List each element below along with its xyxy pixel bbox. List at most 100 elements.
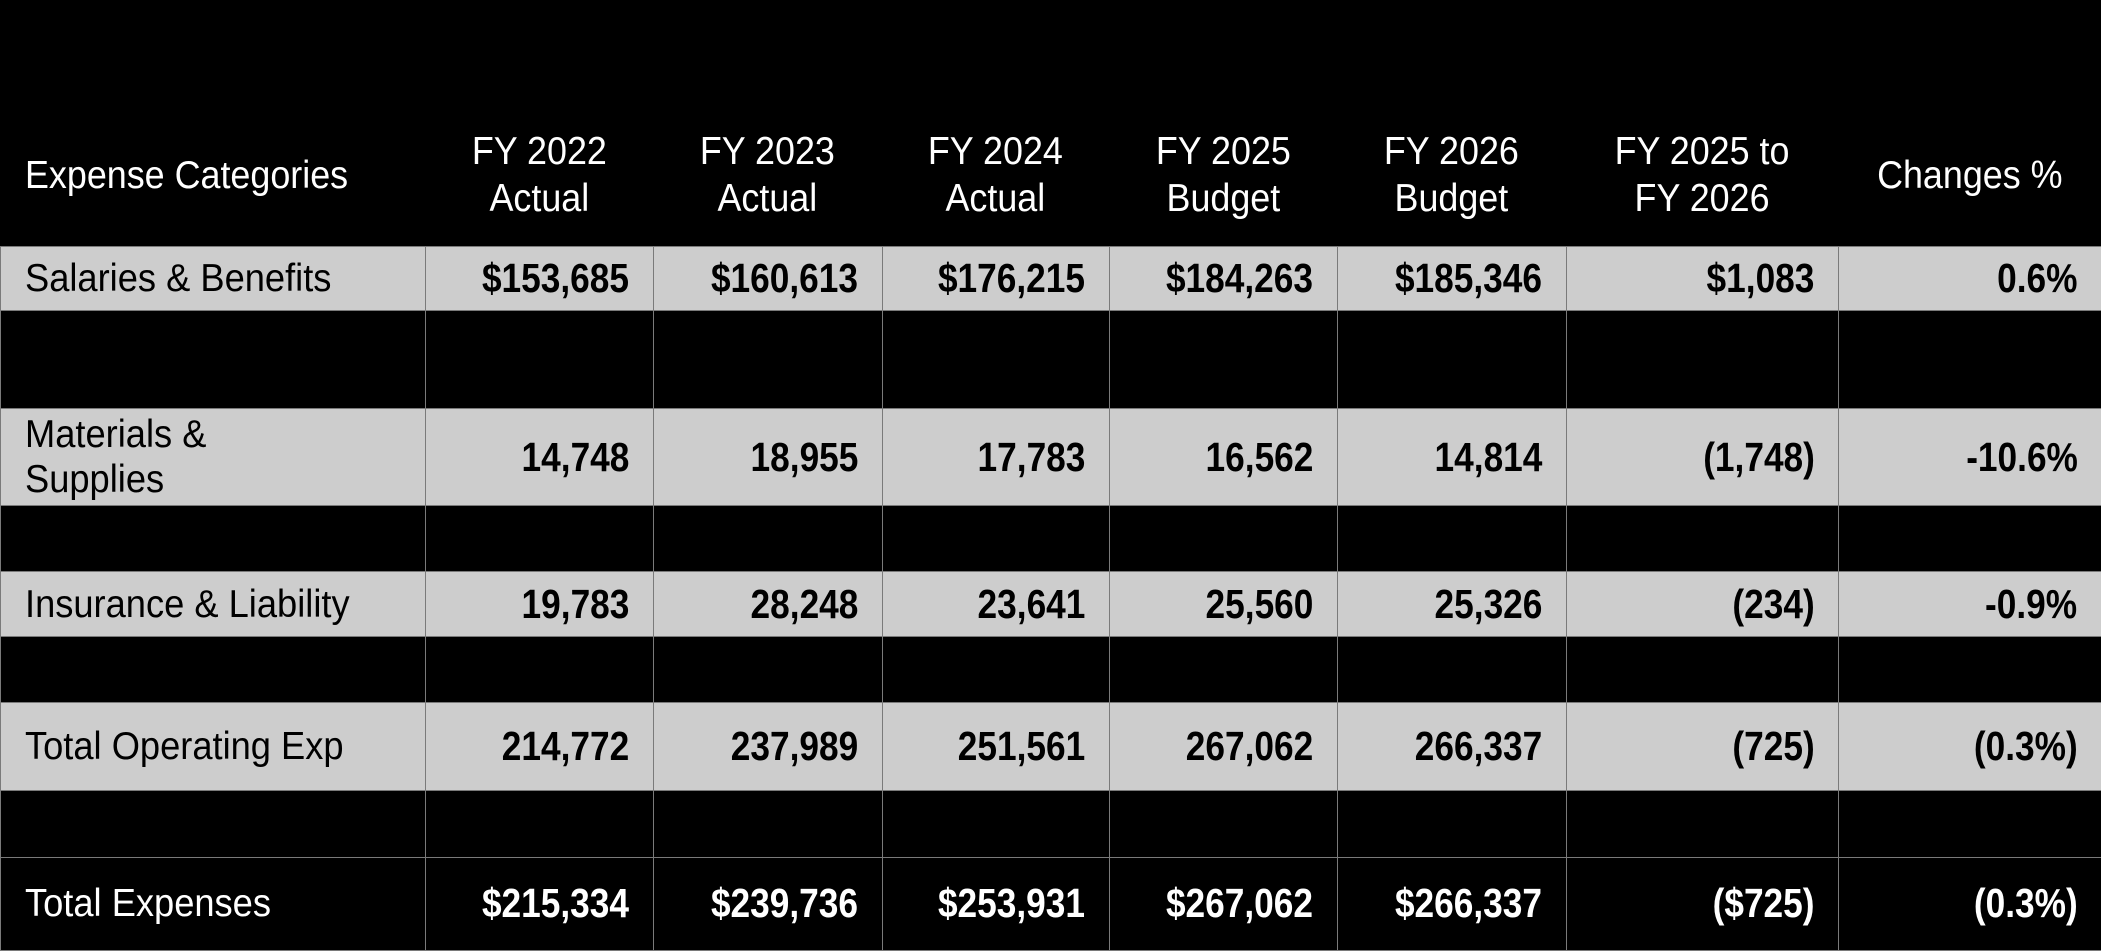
value-cell: -0.9% [1838, 571, 2101, 638]
cell-value: 266,337 [1415, 723, 1543, 770]
row-label: Total Operating Exp [25, 725, 344, 769]
cell-value: 18,955 [750, 433, 859, 480]
value-cell: 23,641 [882, 571, 1111, 638]
header-fy2025-to-fy2026: FY 2025 to FY 2026 [1566, 0, 1838, 246]
spacer-cell [1337, 505, 1568, 573]
header-label: Expense Categories [25, 154, 349, 197]
value-cell: $267,062 [1109, 857, 1339, 951]
value-cell: 237,989 [653, 702, 884, 792]
value-cell: (0.3%) [1838, 857, 2101, 951]
value-cell: 25,326 [1337, 571, 1568, 638]
spacer-cell [425, 636, 655, 704]
cell-value: $253,931 [938, 880, 1086, 927]
value-cell: 18,955 [653, 408, 884, 507]
spacer-cell [0, 636, 427, 704]
spacer-cell [653, 636, 884, 704]
cell-value: $267,062 [1166, 880, 1314, 927]
value-cell: $153,685 [425, 246, 655, 312]
cell-value: $153,685 [482, 255, 630, 302]
value-cell: $215,334 [425, 857, 655, 951]
value-cell: $184,263 [1109, 246, 1339, 312]
cell-value: (234) [1732, 580, 1815, 627]
value-cell: $185,346 [1337, 246, 1568, 312]
spacer-cell [425, 310, 655, 410]
row-label: Insurance & Liability [25, 582, 350, 626]
cell-value: 0.6% [1997, 255, 2078, 302]
value-cell: 267,062 [1109, 702, 1339, 792]
value-cell: 266,337 [1337, 702, 1568, 792]
value-cell: (1,748) [1566, 408, 1840, 507]
header-fy2024-actual: FY 2024 Actual [882, 0, 1109, 246]
spacer-cell [1337, 790, 1568, 859]
spacer-cell [1109, 636, 1339, 704]
header-label: FY 2026 Budget [1383, 130, 1519, 220]
header-fy2026-budget: FY 2026 Budget [1337, 0, 1566, 246]
cell-value: $215,334 [482, 880, 630, 927]
row-label: Materials & Supplies [25, 413, 207, 502]
value-cell: 0.6% [1838, 246, 2101, 312]
spacer-cell [0, 505, 427, 573]
row-label: Salaries & Benefits [25, 257, 332, 301]
cell-value: $160,613 [711, 255, 859, 302]
cell-value: $239,736 [711, 880, 859, 927]
spacer-cell [1566, 310, 1840, 410]
spacer-cell [0, 790, 427, 859]
row-label-cell: Materials & Supplies [0, 408, 427, 507]
cell-value: (1,748) [1702, 433, 1815, 480]
spacer-cell [1566, 790, 1840, 859]
cell-value: 23,641 [977, 580, 1086, 627]
value-cell: $1,083 [1566, 246, 1840, 312]
header-label: FY 2023 Actual [699, 130, 835, 220]
cell-value: ($725) [1712, 880, 1815, 927]
spacer-cell [1109, 310, 1339, 410]
value-cell: 14,748 [425, 408, 655, 507]
cell-value: 14,748 [521, 433, 630, 480]
cell-value: $176,215 [938, 255, 1086, 302]
header-label: FY 2025 to FY 2026 [1614, 130, 1790, 220]
spacer-cell [1109, 505, 1339, 573]
spacer-cell [653, 310, 884, 410]
spacer-cell [1838, 790, 2101, 859]
value-cell: (725) [1566, 702, 1840, 792]
spacer-cell [1109, 790, 1339, 859]
header-fy2025-budget: FY 2025 Budget [1109, 0, 1337, 246]
cell-value: 28,248 [750, 580, 859, 627]
value-cell: (0.3%) [1838, 702, 2101, 792]
value-cell: $160,613 [653, 246, 884, 312]
spacer-cell [1566, 636, 1840, 704]
cell-value: 19,783 [521, 580, 630, 627]
row-label-cell: Salaries & Benefits [0, 246, 427, 312]
header-changes-percent: Changes % [1838, 0, 2101, 246]
cell-value: (0.3%) [1973, 880, 2078, 927]
row-label-cell: Total Operating Exp [0, 702, 427, 792]
cell-value: 16,562 [1205, 433, 1314, 480]
cell-value: (725) [1732, 723, 1815, 770]
spacer-cell [882, 310, 1111, 410]
row-label-cell: Insurance & Liability [0, 571, 427, 638]
spacer-cell [882, 636, 1111, 704]
cell-value: $184,263 [1166, 255, 1314, 302]
cell-value: 267,062 [1186, 723, 1314, 770]
spacer-cell [425, 790, 655, 859]
cell-value: 17,783 [977, 433, 1086, 480]
spacer-cell [1838, 505, 2101, 573]
cell-value: 14,814 [1434, 433, 1543, 480]
header-label: FY 2024 Actual [927, 130, 1063, 220]
cell-value: 251,561 [958, 723, 1086, 770]
header-expense-categories: Expense Categories [0, 0, 425, 246]
cell-value: 237,989 [731, 723, 859, 770]
row-label-cell: Total Expenses [0, 857, 427, 951]
value-cell: (234) [1566, 571, 1840, 638]
cell-value: 25,560 [1205, 580, 1314, 627]
spacer-cell [1337, 636, 1568, 704]
value-cell: 14,814 [1337, 408, 1568, 507]
cell-value: $185,346 [1395, 255, 1543, 302]
cell-value: 214,772 [502, 723, 630, 770]
row-label: Total Expenses [25, 882, 271, 926]
value-cell: 17,783 [882, 408, 1111, 507]
spacer-cell [425, 505, 655, 573]
value-cell: ($725) [1566, 857, 1840, 951]
value-cell: $266,337 [1337, 857, 1568, 951]
spacer-cell [882, 790, 1111, 859]
